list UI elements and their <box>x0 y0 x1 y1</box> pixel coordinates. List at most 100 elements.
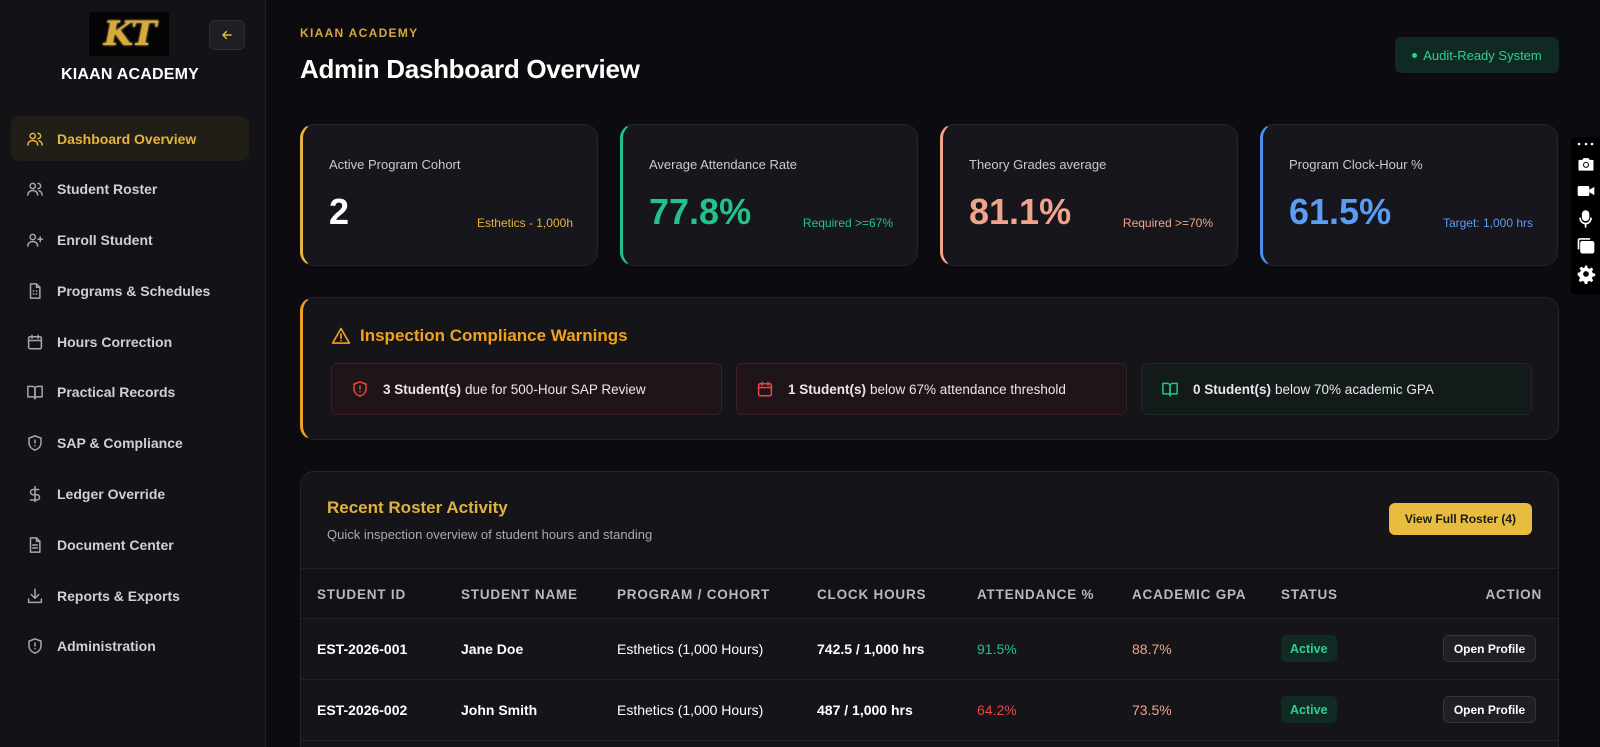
sidebar-item-reports-exports[interactable]: Reports & Exports <box>11 573 249 618</box>
column-header-program[interactable]: PROGRAM / COHORT <box>617 587 771 602</box>
warning-count: 1 Student(s) <box>788 381 867 397</box>
calendar-icon <box>757 381 773 397</box>
warning-text: below 67% attendance threshold <box>870 381 1066 397</box>
shield-alert-icon <box>353 381 367 397</box>
video-icon[interactable] <box>1576 181 1596 201</box>
table-header: STUDENT ID STUDENT NAME PROGRAM / COHORT… <box>301 568 1558 619</box>
compliance-warnings-panel: Inspection Compliance Warnings 3 Student… <box>300 297 1559 440</box>
sidebar-item-label: Document Center <box>57 536 174 553</box>
microphone-icon[interactable] <box>1576 209 1596 229</box>
warning-sap-review[interactable]: 3 Student(s) due for 500-Hour SAP Review <box>331 363 722 415</box>
student-id: EST-2026-002 <box>317 702 408 718</box>
academic-gpa: 73.5% <box>1132 702 1172 718</box>
status-badge: Active <box>1281 635 1337 662</box>
stat-label: Program Clock-Hour % <box>1289 157 1423 172</box>
program-cohort: Esthetics (1,000 Hours) <box>617 702 764 718</box>
stat-sub: Required >=67% <box>802 216 893 230</box>
sidebar-item-administration[interactable]: Administration <box>11 624 249 669</box>
sidebar-item-sap-compliance[interactable]: SAP & Compliance <box>11 421 249 466</box>
shield-icon <box>25 433 45 453</box>
sidebar-item-label: Enroll Student <box>57 232 153 249</box>
roster-title: Recent Roster Activity <box>327 498 508 517</box>
warning-academic-gpa[interactable]: 0 Student(s) below 70% academic GPA <box>1141 363 1532 415</box>
sidebar-nav: Dashboard Overview Student Roster Enroll… <box>11 116 249 675</box>
program-cohort: Esthetics (1,000 Hours) <box>617 641 764 657</box>
student-name: John Smith <box>461 702 538 718</box>
table-row: EST-2026-001 Jane Doe Esthetics (1,000 H… <box>301 619 1558 680</box>
sidebar-item-document-center[interactable]: Document Center <box>11 522 249 567</box>
user-icon <box>25 179 45 199</box>
sidebar-item-dashboard-overview[interactable]: Dashboard Overview <box>11 116 249 161</box>
column-header-student-id[interactable]: STUDENT ID <box>317 587 406 602</box>
sidebar-item-label: Dashboard Overview <box>57 130 197 147</box>
page-eyebrow: KIAAN ACADEMY <box>300 26 419 40</box>
view-full-roster-button[interactable]: View Full Roster (4) <box>1389 503 1532 535</box>
column-header-academic-gpa[interactable]: ACADEMIC GPA <box>1132 587 1247 602</box>
recent-roster-panel: Recent Roster Activity Quick inspection … <box>300 471 1559 747</box>
open-profile-button[interactable]: Open Profile <box>1443 696 1536 723</box>
book-icon <box>25 382 45 402</box>
sidebar-item-label: Student Roster <box>57 181 158 198</box>
sidebar-item-label: Ledger Override <box>57 486 166 503</box>
open-profile-button[interactable]: Open Profile <box>1443 635 1536 662</box>
warnings-title: Inspection Compliance Warnings <box>360 326 628 345</box>
collapse-sidebar-button[interactable] <box>209 20 245 50</box>
warning-triangle-icon <box>331 327 351 344</box>
floating-toolbar <box>1571 137 1600 294</box>
sidebar-item-label: Administration <box>57 638 156 655</box>
audit-badge-label: Audit-Ready System <box>1423 47 1542 63</box>
shield-icon <box>25 636 45 656</box>
file-text-icon <box>25 535 45 555</box>
warning-text: below 70% academic GPA <box>1275 381 1434 397</box>
roster-subtitle: Quick inspection overview of student hou… <box>327 527 653 542</box>
warning-attendance[interactable]: 1 Student(s) below 67% attendance thresh… <box>736 363 1127 415</box>
column-header-action: ACTION <box>1485 587 1542 602</box>
sidebar-item-student-roster[interactable]: Student Roster <box>11 167 249 212</box>
windows-icon[interactable] <box>1576 236 1596 256</box>
clock-hours: 487 / 1,000 hrs <box>817 702 913 718</box>
sidebar-item-label: Programs & Schedules <box>57 282 211 299</box>
more-icon[interactable] <box>1576 139 1596 149</box>
academy-logo[interactable]: KT <box>89 12 169 56</box>
stat-sub: Esthetics - 1,000h <box>476 216 573 230</box>
stat-sub: Target: 1,000 hrs <box>1442 216 1533 230</box>
status-dot-icon <box>1412 52 1418 58</box>
warning-count: 3 Student(s) <box>383 381 462 397</box>
sidebar-item-ledger-override[interactable]: Ledger Override <box>11 472 249 517</box>
dollar-icon <box>25 484 45 504</box>
warnings-heading: Inspection Compliance Warnings <box>331 326 628 346</box>
stat-label: Average Attendance Rate <box>649 157 797 172</box>
users-icon <box>25 129 45 149</box>
stat-card-clock-hours: Program Clock-Hour % 61.5% Target: 1,000… <box>1260 124 1558 266</box>
sidebar-item-enroll-student[interactable]: Enroll Student <box>11 218 249 263</box>
sidebar-item-programs-schedules[interactable]: Programs & Schedules <box>11 268 249 313</box>
stat-value: 2 <box>329 191 350 232</box>
brand-name: KIAAN ACADEMY <box>60 66 199 83</box>
user-plus-icon <box>25 230 45 250</box>
column-header-attendance[interactable]: ATTENDANCE % <box>977 587 1095 602</box>
attendance-percent: 64.2% <box>977 702 1017 718</box>
student-id: EST-2026-001 <box>317 641 408 657</box>
stat-sub: Required >=70% <box>1122 216 1213 230</box>
sidebar-item-label: Reports & Exports <box>57 587 180 604</box>
column-header-student-name[interactable]: STUDENT NAME <box>461 587 578 602</box>
logo-text: KT <box>103 14 157 54</box>
stat-value: 81.1% <box>969 191 1072 232</box>
book-icon <box>1162 382 1178 397</box>
stat-value: 77.8% <box>649 191 752 232</box>
download-icon <box>25 586 45 606</box>
gear-icon[interactable] <box>1576 264 1596 284</box>
stat-label: Active Program Cohort <box>329 157 461 172</box>
column-header-clock-hours[interactable]: CLOCK HOURS <box>817 587 927 602</box>
clock-hours: 742.5 / 1,000 hrs <box>817 641 925 657</box>
arrow-left-icon <box>222 30 232 40</box>
attendance-percent: 91.5% <box>977 641 1017 657</box>
audit-ready-badge: Audit-Ready System <box>1395 37 1559 73</box>
stat-label: Theory Grades average <box>969 157 1107 172</box>
sidebar-item-hours-correction[interactable]: Hours Correction <box>11 319 249 364</box>
column-header-status[interactable]: STATUS <box>1281 587 1338 602</box>
warning-count: 0 Student(s) <box>1193 381 1272 397</box>
camera-icon[interactable] <box>1576 154 1596 174</box>
table-row: EST-2026-002 John Smith Esthetics (1,000… <box>301 680 1558 741</box>
sidebar-item-practical-records[interactable]: Practical Records <box>11 370 249 415</box>
